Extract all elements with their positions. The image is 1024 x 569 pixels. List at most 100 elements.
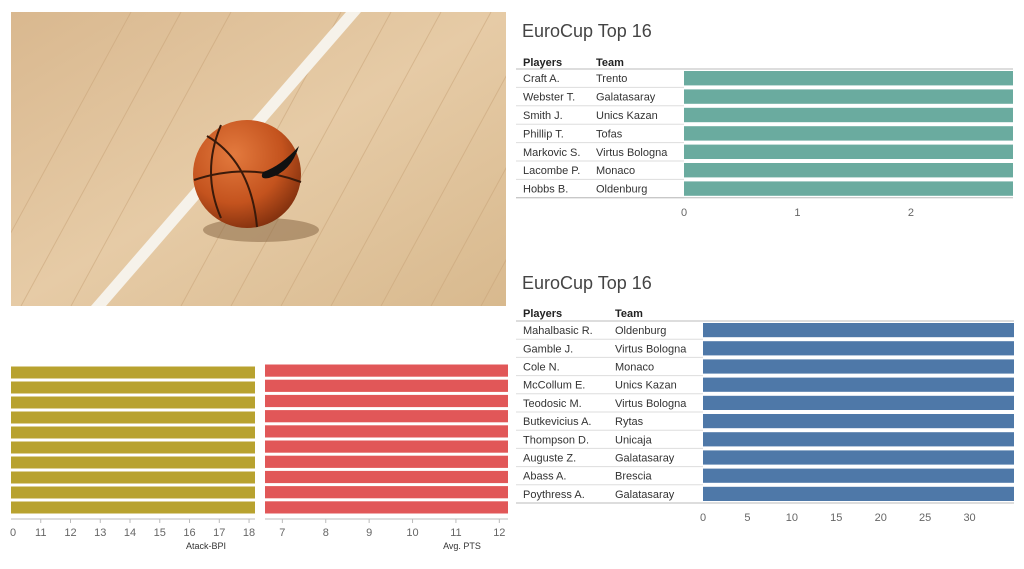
bar <box>265 440 508 453</box>
bar <box>11 366 255 379</box>
bar <box>703 359 1014 374</box>
bar <box>265 394 508 408</box>
tick-label: 17 <box>213 527 225 539</box>
bar <box>703 341 1014 356</box>
eurocup-top16-chart-2: EuroCup Top 16 Players Team Mahalbasic R… <box>516 268 1016 533</box>
tick-label: 2 <box>908 207 914 219</box>
bar <box>703 414 1014 429</box>
player-name: Hobbs B. <box>523 184 568 196</box>
player-name: McCollum E. <box>523 380 585 392</box>
bar <box>684 126 1013 141</box>
bar <box>265 501 508 514</box>
tick-label: 13 <box>94 527 106 539</box>
tick-label: 15 <box>154 527 166 539</box>
player-name: Markovic S. <box>523 147 580 159</box>
bar <box>11 501 255 514</box>
team-name: Virtus Bologna <box>615 398 687 410</box>
bar <box>684 181 1013 196</box>
player-name: Cole N. <box>523 362 560 374</box>
chart-1-svg: EuroCup Top 16 Players Team Craft A. Tren… <box>516 21 1013 219</box>
chart-2-header-team: Team <box>615 308 643 320</box>
tick-label: 15 <box>830 512 842 524</box>
team-name: Galatasaray <box>596 92 656 104</box>
bar <box>265 379 508 392</box>
player-name: Lacombe P. <box>523 165 580 177</box>
eurocup-top16-chart-1: EuroCup Top 16 Players Team Craft A. Tren… <box>516 18 1016 228</box>
atack-bpi-chart: 0 11 12 13 14 15 16 17 18 Atack-BPI <box>0 360 258 555</box>
atack-bpi-axis-label: Atack-BPI <box>186 541 226 551</box>
bar <box>11 456 255 469</box>
chart-2-svg: EuroCup Top 16 Players Team Mahalbasic R… <box>516 273 1014 524</box>
team-name: Oldenburg <box>615 325 666 337</box>
bar <box>684 71 1013 86</box>
tick-label: 10 <box>786 512 798 524</box>
team-name: Unics Kazan <box>615 380 677 392</box>
bar <box>265 470 508 484</box>
tick-label: 10 <box>406 527 418 539</box>
tick-label: 16 <box>183 527 195 539</box>
bar <box>703 395 1014 410</box>
team-name: Monaco <box>596 165 635 177</box>
tick-label: 0 <box>10 527 16 539</box>
team-name: Virtus Bologna <box>596 147 668 159</box>
bar <box>703 323 1014 338</box>
tick-label: 18 <box>243 527 255 539</box>
player-name: Auguste Z. <box>523 453 576 465</box>
bar <box>703 450 1014 465</box>
tick-label: 25 <box>919 512 931 524</box>
bar <box>11 396 255 409</box>
avg-pts-chart: 7 8 9 10 11 12 Avg. PTS <box>262 360 510 555</box>
team-name: Unicaja <box>615 434 653 446</box>
bar <box>703 468 1014 483</box>
bar <box>703 432 1014 447</box>
chart-3-svg: 0 11 12 13 14 15 16 17 18 Atack-BPI <box>10 366 255 551</box>
team-name: Virtus Bologna <box>615 343 687 355</box>
tick-label: 20 <box>875 512 887 524</box>
bar <box>265 410 508 423</box>
tick-label: 0 <box>700 512 706 524</box>
team-name: Tofas <box>596 128 623 140</box>
bar <box>684 107 1013 123</box>
player-name: Abass A. <box>523 471 566 483</box>
team-name: Trento <box>596 73 627 85</box>
player-name: Teodosic M. <box>523 398 582 410</box>
bar <box>703 377 1014 392</box>
tick-label: 11 <box>35 527 46 539</box>
player-name: Poythress A. <box>523 489 585 501</box>
bar <box>703 486 1014 501</box>
bar <box>265 455 508 468</box>
tick-label: 5 <box>744 512 750 524</box>
player-name: Gamble J. <box>523 343 573 355</box>
tick-label: 30 <box>963 512 975 524</box>
bar <box>265 486 508 499</box>
tick-label: 11 <box>450 527 461 539</box>
player-name: Thompson D. <box>523 434 589 446</box>
tick-label: 7 <box>279 527 285 539</box>
basketball-photo <box>11 12 506 306</box>
player-name: Mahalbasic R. <box>523 325 593 337</box>
player-name: Butkevicius A. <box>523 416 591 428</box>
chart-2-header-players: Players <box>523 308 562 320</box>
chart-2-title: EuroCup Top 16 <box>522 273 652 293</box>
bar <box>11 381 255 394</box>
bar <box>265 364 508 377</box>
bar <box>684 163 1013 178</box>
tick-label: 14 <box>124 527 136 539</box>
player-name: Craft A. <box>523 73 560 85</box>
bar <box>11 471 255 484</box>
tick-label: 12 <box>493 527 505 539</box>
team-name: Galatasaray <box>615 453 675 465</box>
chart-1-header-players: Players <box>523 57 562 69</box>
team-name: Brescia <box>615 471 653 483</box>
tick-label: 1 <box>794 207 800 219</box>
team-name: Monaco <box>615 362 654 374</box>
bar <box>11 441 255 454</box>
player-name: Smith J. <box>523 110 563 122</box>
bar <box>11 486 255 499</box>
chart-4-svg: 7 8 9 10 11 12 Avg. PTS <box>265 364 508 551</box>
tick-label: 9 <box>366 527 372 539</box>
tick-label: 8 <box>323 527 329 539</box>
tick-label: 12 <box>64 527 76 539</box>
bar <box>684 144 1013 159</box>
chart-1-header-team: Team <box>596 57 624 69</box>
